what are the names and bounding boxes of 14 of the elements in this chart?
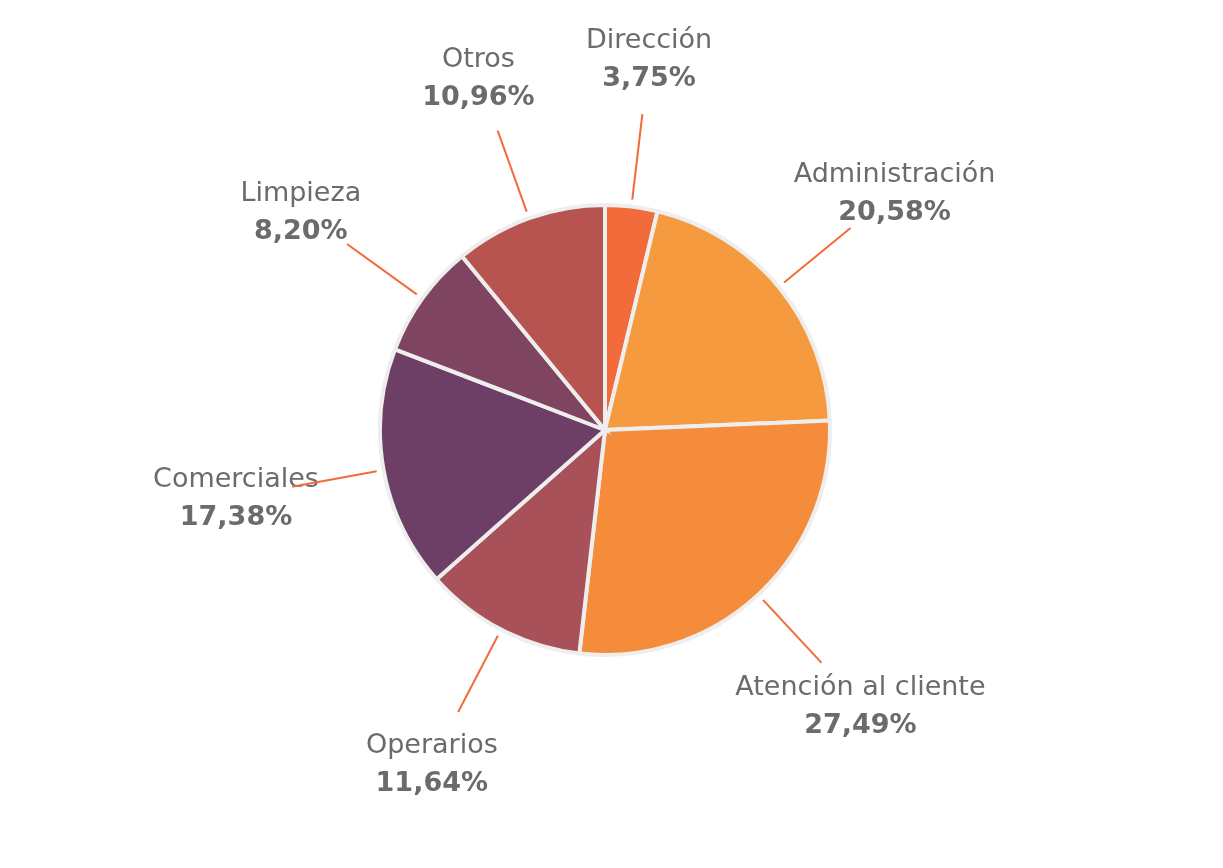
data-label: 27,49% [804,707,917,739]
slice-label: Operarios [365,727,498,759]
data-label: 20,58% [838,194,951,226]
slice-label: Atención al cliente [735,669,986,701]
slice-label: Dirección [585,22,713,54]
slice-label: Comerciales [153,461,319,493]
data-label: 3,75% [602,60,696,92]
data-label: 17,38% [179,499,293,531]
slice-label: Limpieza [240,175,362,207]
data-label: 10,96% [422,80,535,112]
data-label: 8,20% [253,213,348,245]
slice-label: Administración [793,156,996,188]
data-label: 11,64% [375,765,489,797]
slice-label: Otros [441,42,515,74]
